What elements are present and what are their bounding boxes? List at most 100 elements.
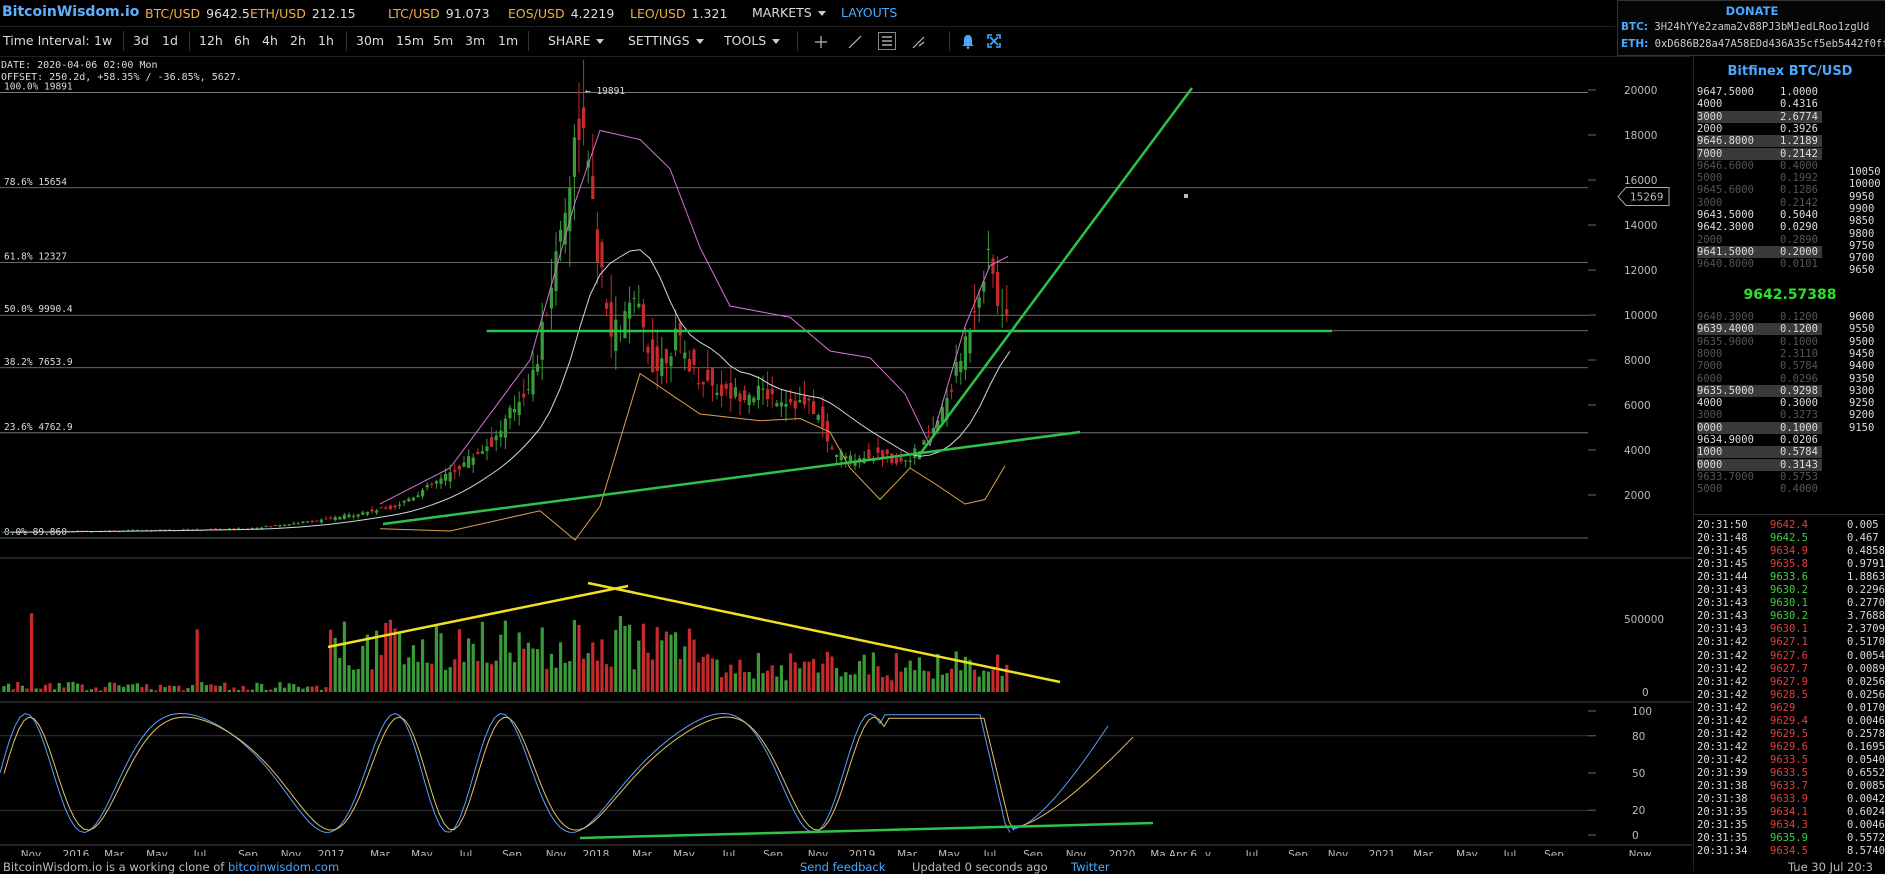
donate-btc[interactable]: BTC: 3H24hYYe2zama2v88PJ3bMJedLRoo1zgUd (1621, 21, 1870, 33)
x-tick-label: Mar (1413, 849, 1433, 856)
candle-body (812, 401, 816, 414)
interval-6h[interactable]: 6h (234, 33, 250, 48)
candle-body (522, 393, 526, 398)
volume-bar (214, 685, 218, 692)
trade-row: 20:31:43 9630.1 2.37099 (1697, 623, 1885, 635)
interval-30m[interactable]: 30m (356, 33, 385, 48)
hamburger-icon[interactable] (878, 32, 896, 50)
trade-row: 20:31:39 9633.5 0.65525 (1697, 767, 1885, 779)
brand-logo[interactable]: BitcoinWisdom.io (2, 4, 140, 20)
x-tick-label: Sep (502, 849, 522, 856)
interval-1h[interactable]: 1h (318, 33, 334, 48)
bid-row: 9639.4000 0.1200 (1697, 323, 1822, 336)
donate-title[interactable]: DONATE (1725, 4, 1779, 18)
volume-bar (701, 656, 705, 692)
volume-bar (738, 659, 742, 692)
x-tick-label: Nov (546, 849, 567, 856)
trendline-icon[interactable] (848, 35, 862, 49)
bid-scale-label: 9350 (1849, 372, 1875, 385)
orderbook-amount: 0.3273 (1780, 409, 1818, 422)
orderbook-price: 9639.4000 (1697, 323, 1754, 336)
stoch-tick-label: 50 (1632, 768, 1645, 780)
volume-bar (871, 652, 875, 692)
footer-clone-link[interactable]: bitcoinwisdom.com (227, 860, 340, 874)
interval-4h[interactable]: 4h (262, 33, 278, 48)
pencil-icon[interactable] (911, 34, 927, 50)
ticker-eos[interactable]: EOS/USD 4.2219 (508, 6, 615, 21)
interval-12h[interactable]: 12h (199, 33, 223, 48)
send-feedback-link[interactable]: Send feedback (800, 860, 886, 874)
candle-body (591, 175, 595, 200)
bid-row: 6000 0.0296 (1697, 373, 1822, 385)
volume-bar (917, 657, 921, 692)
interval-5m[interactable]: 5m (433, 33, 454, 48)
price-chart[interactable]: 100.0% 19891 78.6% 15654 61.8% 12327 50.0% … (0, 56, 1692, 856)
volume-bar (278, 682, 282, 692)
orderbook-amount: 0.9298 (1780, 384, 1818, 397)
volume-bar (687, 628, 691, 692)
volume-bar (885, 675, 889, 692)
volume-bar (968, 659, 972, 692)
candle-body (333, 517, 337, 521)
trade-row: 20:31:42 9629.4 0.00467 (1697, 715, 1885, 727)
candle-body (402, 500, 406, 503)
orderbook-amount: 1.2189 (1780, 135, 1818, 148)
candle-body (655, 346, 659, 371)
volume-bar (554, 667, 558, 692)
volume-bar (996, 654, 1000, 692)
orderbook-price: 9640.3000 (1697, 311, 1754, 323)
markets-menu[interactable]: MARKETS (752, 5, 826, 20)
trade-row: 20:31:42 9629.6 0.16957 (1697, 741, 1885, 753)
volume-bar (53, 689, 57, 692)
x-tick-label: 2019 (849, 849, 876, 856)
interval-3m[interactable]: 3m (465, 33, 486, 48)
volume-bar (664, 631, 668, 692)
ticker-ltc[interactable]: LTC/USD 91.073 (388, 6, 490, 21)
bid-row: 0000 0.1000 (1697, 421, 1822, 434)
crosshair-icon[interactable] (814, 35, 828, 49)
trade-price: 9629 (1770, 701, 1796, 714)
volume-bar (140, 687, 144, 692)
toolbar-divider (346, 31, 347, 51)
bid-row: 9635.5000 0.9298 (1697, 384, 1822, 397)
interval-1d[interactable]: 1d (162, 33, 178, 48)
share-menu[interactable]: SHARE (548, 33, 605, 48)
orderbook-price: 9645.6000 (1697, 184, 1754, 197)
orderbook-amount: 2.3110 (1780, 347, 1818, 360)
volume-bar (991, 669, 995, 692)
interval-1m[interactable]: 1m (498, 33, 519, 48)
trade-time: 20:31:35 (1697, 832, 1748, 845)
interval-1w[interactable]: 1w (94, 33, 113, 48)
fib-label: 61.8% 12327 (4, 252, 67, 263)
volume-bar (195, 629, 199, 692)
candle-body (310, 520, 314, 523)
candle-body (959, 360, 963, 373)
layouts-menu[interactable]: LAYOUTS (841, 5, 898, 20)
interval-2h[interactable]: 2h (290, 33, 306, 48)
bell-icon[interactable] (961, 34, 975, 49)
candle-body (973, 311, 977, 313)
volume-bar (724, 672, 728, 692)
candle-body (439, 478, 443, 484)
interval-15m[interactable]: 15m (396, 33, 425, 48)
candle-body (894, 457, 898, 464)
ticker-leo[interactable]: LEO/USD 1.321 (630, 6, 728, 21)
orderbook-amount: 0.0290 (1780, 221, 1818, 234)
candle-body (375, 510, 379, 513)
orderbook-price: 1000 (1697, 446, 1723, 459)
candle-body (499, 430, 503, 438)
donate-eth[interactable]: ETH: 0xD686B28a47A58EDd436A35cf5eb5442f0… (1621, 38, 1885, 50)
settings-menu[interactable]: SETTINGS (628, 33, 704, 48)
trade-price: 9630.2 (1770, 584, 1808, 597)
tools-menu[interactable]: TOOLS (724, 33, 781, 48)
ask-row: 9640.8000 0.0101 (1697, 258, 1822, 270)
ticker-btc[interactable]: BTC/USD 9642.5 (145, 6, 250, 21)
trade-amount: 0.00467 (1847, 819, 1885, 832)
fullscreen-icon[interactable] (987, 34, 1001, 48)
twitter-link[interactable]: Twitter (1071, 860, 1110, 874)
candle-body (494, 435, 498, 441)
interval-3d[interactable]: 3d (133, 33, 149, 48)
ticker-eth[interactable]: ETH/USD 212.15 (250, 6, 356, 21)
orderbook-price: 9643.5000 (1697, 209, 1754, 221)
trade-amount: 0.48583 (1847, 545, 1885, 558)
